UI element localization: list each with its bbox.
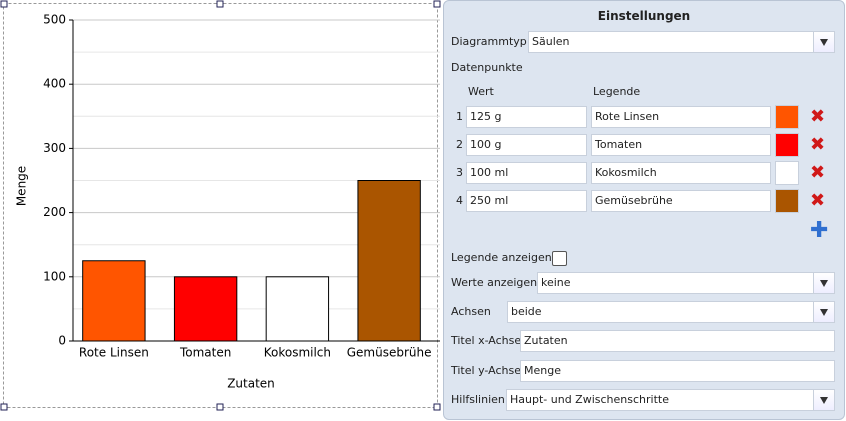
settings-panel: Einstellungen Diagrammtyp Säulen Datenpu… xyxy=(443,0,845,420)
dropdown[interactable]: Haupt- und Zwischenschritte xyxy=(506,389,835,411)
label: Datenpunkte xyxy=(451,61,523,74)
handle[interactable] xyxy=(216,403,224,411)
text-input[interactable]: 125 g xyxy=(466,106,587,128)
delete-button[interactable]: ✖ xyxy=(810,134,826,155)
bar xyxy=(357,180,421,342)
label: Achsen xyxy=(451,305,491,318)
handle[interactable] xyxy=(0,403,8,411)
handle[interactable] xyxy=(433,0,441,8)
panel-title: Einstellungen xyxy=(597,9,691,23)
y-tick-label: 100 xyxy=(43,269,66,283)
checkbox[interactable] xyxy=(552,251,567,266)
label: Hilfslinien xyxy=(451,393,505,406)
bar xyxy=(173,276,238,342)
row-index: 4 xyxy=(456,194,463,207)
dropdown[interactable]: Säulen xyxy=(528,31,835,53)
color-swatch[interactable] xyxy=(775,161,799,185)
label: Diagrammtyp xyxy=(451,35,527,48)
column-header: Legende xyxy=(593,85,641,98)
column-header: Wert xyxy=(468,85,494,98)
text-input[interactable]: Kokosmilch xyxy=(591,162,771,184)
row-index: 2 xyxy=(456,138,463,151)
chart: Zutaten Menge 0 100 200 300 400 500 Rote Linse… xyxy=(0,0,441,411)
x-axis-title: Zutaten xyxy=(227,377,275,391)
bar xyxy=(265,276,330,342)
dropdown-value: Säulen xyxy=(532,35,570,48)
text-input[interactable]: 100 g xyxy=(466,134,587,156)
label: Legende anzeigen xyxy=(451,251,552,264)
row-index: 3 xyxy=(456,166,463,179)
text-input[interactable]: Zutaten xyxy=(520,330,835,352)
x-tick-label: Kokosmilch xyxy=(264,346,331,360)
delete-button[interactable]: ✖ xyxy=(810,162,826,183)
text-input[interactable]: Tomaten xyxy=(591,134,771,156)
add-button[interactable]: ✚ xyxy=(810,218,829,243)
x-tick-label: Rote Linsen xyxy=(79,346,149,360)
color-swatch[interactable] xyxy=(775,105,799,129)
color-swatch[interactable] xyxy=(775,133,799,157)
text-input[interactable]: 250 ml xyxy=(466,190,587,212)
text-input[interactable]: Gemüsebrühe xyxy=(591,190,771,212)
y-tick-label: 0 xyxy=(58,334,66,348)
y-tick-label: 300 xyxy=(43,141,66,155)
handle[interactable] xyxy=(0,0,8,8)
label: Titel x-Achse xyxy=(451,334,522,347)
x-tick-label: Gemüsebrühe xyxy=(347,346,432,360)
y-tick-label: 400 xyxy=(43,77,66,91)
label: Titel y-Achse xyxy=(451,364,521,377)
y-axis-title: Menge xyxy=(15,166,29,206)
dropdown[interactable]: keine xyxy=(537,272,835,294)
text-input[interactable]: Rote Linsen xyxy=(591,106,771,128)
label: Werte anzeigen xyxy=(451,276,538,289)
text-input[interactable]: 100 ml xyxy=(466,162,587,184)
text-input[interactable]: Menge xyxy=(520,360,835,382)
y-tick-label: 200 xyxy=(43,205,66,219)
handle[interactable] xyxy=(433,403,441,411)
row-index: 1 xyxy=(456,110,463,123)
dropdown[interactable]: beide xyxy=(507,301,835,323)
dropdown-value: keine xyxy=(541,276,571,289)
handle[interactable] xyxy=(216,0,224,8)
dropdown-value: Haupt- und Zwischenschritte xyxy=(510,393,669,406)
dropdown-value: beide xyxy=(511,305,542,318)
bar xyxy=(82,260,146,342)
y-tick-label: 500 xyxy=(43,13,66,27)
x-tick-label: Tomaten xyxy=(179,346,231,360)
delete-button[interactable]: ✖ xyxy=(810,106,826,127)
delete-button[interactable]: ✖ xyxy=(810,190,826,211)
color-swatch[interactable] xyxy=(775,189,799,213)
